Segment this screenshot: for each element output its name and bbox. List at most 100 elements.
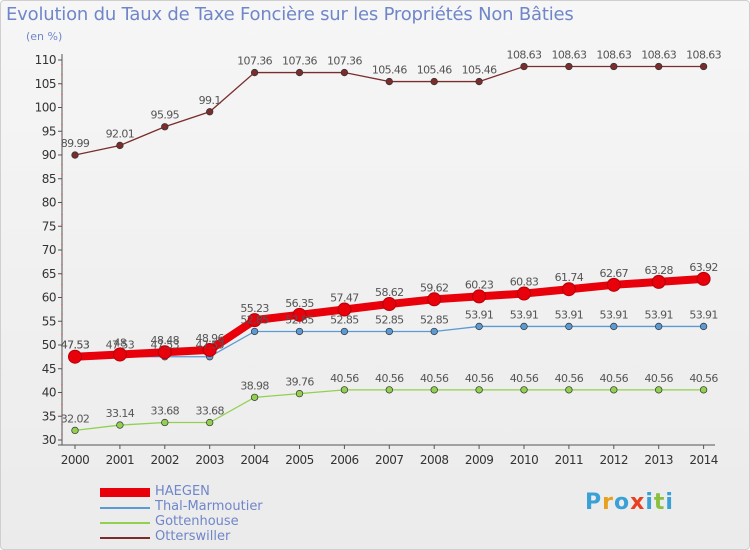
data-point-otterswiller bbox=[655, 62, 663, 71]
data-label-thal-marmoutier: 53.91 bbox=[510, 308, 539, 321]
data-label-otterswiller: 108.63 bbox=[596, 49, 631, 62]
data-label-otterswiller: 108.63 bbox=[641, 49, 676, 62]
data-label-gottenhouse: 40.56 bbox=[600, 372, 629, 385]
data-label-gottenhouse: 33.14 bbox=[106, 407, 135, 420]
data-point-gottenhouse bbox=[295, 389, 304, 398]
data-label-otterswiller: 95.95 bbox=[151, 109, 180, 122]
data-point-thal-marmoutier bbox=[520, 322, 528, 331]
data-point-haegen bbox=[68, 349, 82, 364]
x-tick-label: 2014 bbox=[689, 453, 718, 467]
data-label-otterswiller: 99.1 bbox=[199, 94, 221, 107]
data-point-otterswiller bbox=[206, 108, 214, 116]
y-tick-label: 45 bbox=[42, 362, 56, 376]
logo-letter: t bbox=[653, 490, 666, 515]
data-label-gottenhouse: 40.56 bbox=[465, 372, 494, 385]
logo-letter: i bbox=[665, 490, 674, 515]
data-label-gottenhouse: 32.02 bbox=[61, 412, 90, 425]
data-point-otterswiller bbox=[430, 77, 438, 86]
x-tick-label: 2010 bbox=[510, 453, 539, 467]
data-point-otterswiller bbox=[250, 68, 259, 77]
data-label-thal-marmoutier: 52.85 bbox=[285, 313, 314, 326]
data-label-otterswiller: 92.01 bbox=[106, 127, 135, 140]
data-label-otterswiller: 108.63 bbox=[686, 49, 721, 62]
data-label-gottenhouse: 40.56 bbox=[555, 372, 584, 385]
data-point-gottenhouse bbox=[71, 426, 79, 435]
data-label-gottenhouse: 33.68 bbox=[151, 405, 180, 418]
data-point-thal-marmoutier bbox=[430, 327, 438, 336]
data-point-haegen bbox=[696, 271, 711, 286]
data-label-haegen: 58.62 bbox=[375, 286, 404, 299]
y-tick-label: 75 bbox=[42, 219, 56, 233]
data-point-haegen bbox=[472, 289, 487, 304]
y-tick-label: 40 bbox=[42, 386, 56, 400]
data-point-haegen bbox=[561, 282, 576, 297]
data-point-thal-marmoutier bbox=[340, 327, 349, 336]
data-point-haegen bbox=[651, 274, 666, 289]
data-label-thal-marmoutier: 52.85 bbox=[330, 313, 359, 326]
data-point-gottenhouse bbox=[250, 393, 259, 401]
data-label-haegen: 63.28 bbox=[644, 264, 673, 277]
x-tick-label: 2003 bbox=[195, 453, 224, 467]
x-tick-label: 2012 bbox=[600, 453, 629, 467]
y-tick-label: 35 bbox=[42, 409, 56, 423]
data-label-thal-marmoutier: 47.53 bbox=[151, 339, 180, 352]
data-point-haegen bbox=[292, 307, 307, 322]
y-tick-label: 70 bbox=[42, 243, 56, 257]
data-point-haegen bbox=[112, 347, 127, 362]
data-label-haegen: 61.74 bbox=[555, 271, 584, 284]
data-label-haegen: 60.83 bbox=[510, 276, 539, 289]
legend-swatch-otterswiller bbox=[100, 537, 150, 539]
logo-letter: P bbox=[585, 490, 603, 515]
data-label-thal-marmoutier: 47.53 bbox=[106, 339, 135, 352]
x-tick-label: 2002 bbox=[151, 453, 180, 467]
data-label-gottenhouse: 40.56 bbox=[689, 372, 718, 385]
data-label-haegen: 56.35 bbox=[285, 297, 314, 310]
data-point-gottenhouse bbox=[340, 386, 349, 394]
y-tick-label: 110 bbox=[35, 53, 56, 67]
data-point-otterswiller bbox=[295, 68, 304, 77]
data-point-gottenhouse bbox=[161, 418, 169, 427]
data-point-haegen bbox=[517, 286, 531, 301]
data-point-otterswiller bbox=[116, 141, 124, 150]
data-point-thal-marmoutier bbox=[610, 322, 618, 331]
data-point-gottenhouse bbox=[475, 386, 483, 394]
y-tick-label: 100 bbox=[35, 101, 56, 115]
x-tick-label: 2007 bbox=[375, 453, 404, 467]
data-label-thal-marmoutier: 47.53 bbox=[61, 339, 90, 352]
chart-title: Evolution du Taux de Taxe Foncière sur l… bbox=[6, 4, 574, 25]
data-label-thal-marmoutier: 53.91 bbox=[555, 308, 584, 321]
data-label-otterswiller: 108.63 bbox=[507, 49, 542, 62]
x-tick-label: 2000 bbox=[61, 453, 90, 467]
data-label-thal-marmoutier: 53.91 bbox=[689, 308, 718, 321]
data-point-otterswiller bbox=[520, 62, 528, 71]
data-label-haegen: 57.47 bbox=[330, 292, 359, 305]
legend-swatch-thal-marmoutier bbox=[100, 507, 150, 509]
data-point-haegen bbox=[202, 342, 217, 357]
y-tick-label: 60 bbox=[42, 291, 56, 305]
data-point-gottenhouse bbox=[116, 421, 124, 429]
data-label-otterswiller: 107.36 bbox=[237, 55, 272, 68]
x-tick-label: 2001 bbox=[106, 453, 135, 467]
data-point-otterswiller bbox=[340, 68, 349, 77]
data-label-haegen: 48.96 bbox=[195, 332, 224, 345]
data-point-haegen bbox=[157, 345, 172, 360]
data-label-otterswiller: 105.46 bbox=[372, 64, 407, 77]
y-tick-label: 65 bbox=[42, 267, 56, 281]
data-label-otterswiller: 105.46 bbox=[417, 64, 452, 77]
y-tick-label: 55 bbox=[42, 314, 56, 328]
line-chart: 30 35 40 45 50 55 60 65 70 75 80 85 90 95 100 105 110 200… bbox=[35, 49, 723, 467]
x-tick-label: 2009 bbox=[465, 453, 494, 467]
data-point-gottenhouse bbox=[520, 386, 528, 394]
data-point-thal-marmoutier bbox=[250, 327, 259, 336]
data-label-haegen: 48.48 bbox=[151, 334, 180, 347]
data-point-otterswiller bbox=[475, 77, 483, 86]
logo-letter: o bbox=[613, 490, 631, 515]
data-point-otterswiller bbox=[610, 62, 618, 71]
data-point-thal-marmoutier bbox=[699, 322, 708, 331]
data-label-thal-marmoutier: 53.91 bbox=[465, 308, 494, 321]
legend-label-haegen: HAEGEN bbox=[155, 484, 210, 499]
data-label-otterswiller: 108.63 bbox=[551, 49, 586, 62]
legend-label-thal-marmoutier: Thal-Marmoutier bbox=[155, 499, 263, 514]
y-tick-label: 95 bbox=[42, 124, 56, 138]
x-tick-label: 2006 bbox=[330, 453, 359, 467]
